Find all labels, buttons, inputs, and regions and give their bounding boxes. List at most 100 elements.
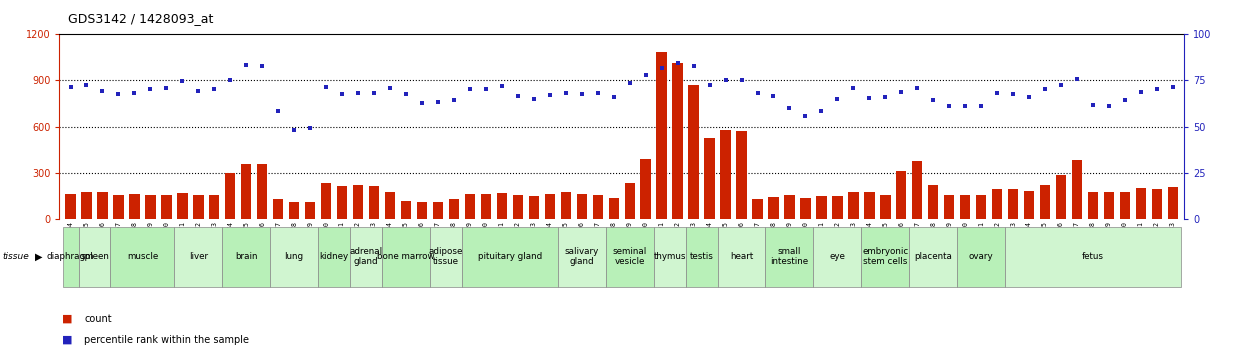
Bar bbox=[832, 196, 843, 219]
Point bbox=[732, 77, 751, 83]
Point bbox=[236, 62, 256, 68]
Text: liver: liver bbox=[189, 252, 208, 261]
Point bbox=[1163, 84, 1183, 90]
Bar bbox=[417, 202, 428, 219]
Text: muscle: muscle bbox=[127, 252, 158, 261]
Point bbox=[716, 77, 735, 83]
FancyBboxPatch shape bbox=[79, 227, 110, 287]
Bar bbox=[1168, 187, 1178, 219]
Point bbox=[125, 90, 145, 95]
Bar bbox=[1056, 175, 1067, 219]
FancyBboxPatch shape bbox=[686, 227, 718, 287]
Text: ▶: ▶ bbox=[35, 252, 42, 262]
Bar bbox=[114, 195, 124, 219]
FancyBboxPatch shape bbox=[765, 227, 813, 287]
Point bbox=[396, 91, 415, 97]
Text: ovary: ovary bbox=[969, 252, 994, 261]
Bar bbox=[928, 185, 938, 219]
Bar bbox=[976, 195, 986, 219]
FancyBboxPatch shape bbox=[271, 227, 318, 287]
Bar bbox=[130, 194, 140, 219]
Point bbox=[700, 82, 719, 87]
Text: lung: lung bbox=[284, 252, 304, 261]
Point bbox=[828, 96, 848, 102]
Bar bbox=[1072, 160, 1083, 219]
Point bbox=[1004, 91, 1023, 97]
Text: small
intestine: small intestine bbox=[770, 247, 808, 266]
Point bbox=[444, 97, 464, 103]
FancyBboxPatch shape bbox=[718, 227, 765, 287]
Point bbox=[157, 85, 177, 91]
FancyBboxPatch shape bbox=[430, 227, 462, 287]
Point bbox=[1115, 97, 1135, 103]
Bar bbox=[705, 138, 714, 219]
Text: seminal
vesicle: seminal vesicle bbox=[613, 247, 646, 266]
Bar bbox=[848, 192, 859, 219]
FancyBboxPatch shape bbox=[1005, 227, 1180, 287]
Bar bbox=[529, 196, 539, 219]
FancyBboxPatch shape bbox=[910, 227, 957, 287]
FancyBboxPatch shape bbox=[957, 227, 1005, 287]
Bar bbox=[465, 194, 475, 219]
Bar bbox=[66, 194, 75, 219]
Bar bbox=[273, 199, 283, 219]
Point bbox=[748, 90, 768, 95]
Bar bbox=[497, 193, 507, 219]
Point bbox=[843, 85, 863, 91]
Point bbox=[619, 80, 639, 86]
Text: diaphragm: diaphragm bbox=[47, 252, 94, 261]
Bar bbox=[289, 202, 299, 219]
Point bbox=[77, 82, 96, 87]
Point bbox=[109, 91, 129, 97]
Text: salivary
gland: salivary gland bbox=[565, 247, 599, 266]
Bar bbox=[545, 194, 555, 219]
Point bbox=[651, 65, 671, 70]
Point bbox=[141, 86, 161, 92]
Bar bbox=[944, 195, 954, 219]
Point bbox=[349, 90, 368, 95]
Point bbox=[204, 86, 224, 92]
Point bbox=[1099, 104, 1119, 109]
FancyBboxPatch shape bbox=[222, 227, 271, 287]
Point bbox=[988, 90, 1007, 95]
Point bbox=[684, 63, 703, 69]
Bar bbox=[688, 85, 698, 219]
Point bbox=[93, 88, 112, 94]
Point bbox=[1083, 102, 1103, 108]
Point bbox=[1131, 89, 1151, 95]
Point bbox=[300, 125, 320, 131]
Bar bbox=[576, 194, 587, 219]
Point bbox=[796, 113, 816, 119]
Bar bbox=[145, 195, 156, 219]
Bar bbox=[193, 195, 204, 219]
Point bbox=[588, 90, 608, 95]
Point bbox=[907, 85, 927, 91]
FancyBboxPatch shape bbox=[63, 227, 79, 287]
Bar bbox=[1023, 191, 1035, 219]
Text: bone marrow: bone marrow bbox=[377, 252, 435, 261]
Point bbox=[1036, 86, 1056, 92]
Bar bbox=[241, 164, 251, 219]
Text: fetus: fetus bbox=[1082, 252, 1104, 261]
Point bbox=[780, 105, 800, 111]
Bar bbox=[960, 195, 970, 219]
Point bbox=[492, 84, 512, 89]
Bar bbox=[1120, 192, 1130, 219]
Point bbox=[1020, 95, 1039, 100]
Bar bbox=[449, 199, 459, 219]
Point bbox=[284, 127, 304, 132]
Text: embryonic
stem cells: embryonic stem cells bbox=[863, 247, 908, 266]
Point bbox=[268, 108, 288, 114]
FancyBboxPatch shape bbox=[462, 227, 557, 287]
Point bbox=[412, 101, 431, 106]
Bar bbox=[257, 165, 267, 219]
Point bbox=[61, 84, 80, 90]
Text: percentile rank within the sample: percentile rank within the sample bbox=[84, 335, 248, 345]
Bar bbox=[433, 202, 444, 219]
Bar bbox=[864, 192, 875, 219]
Bar bbox=[912, 161, 922, 219]
Point bbox=[635, 73, 655, 78]
Point bbox=[859, 95, 879, 101]
FancyBboxPatch shape bbox=[350, 227, 382, 287]
Bar bbox=[737, 131, 747, 219]
